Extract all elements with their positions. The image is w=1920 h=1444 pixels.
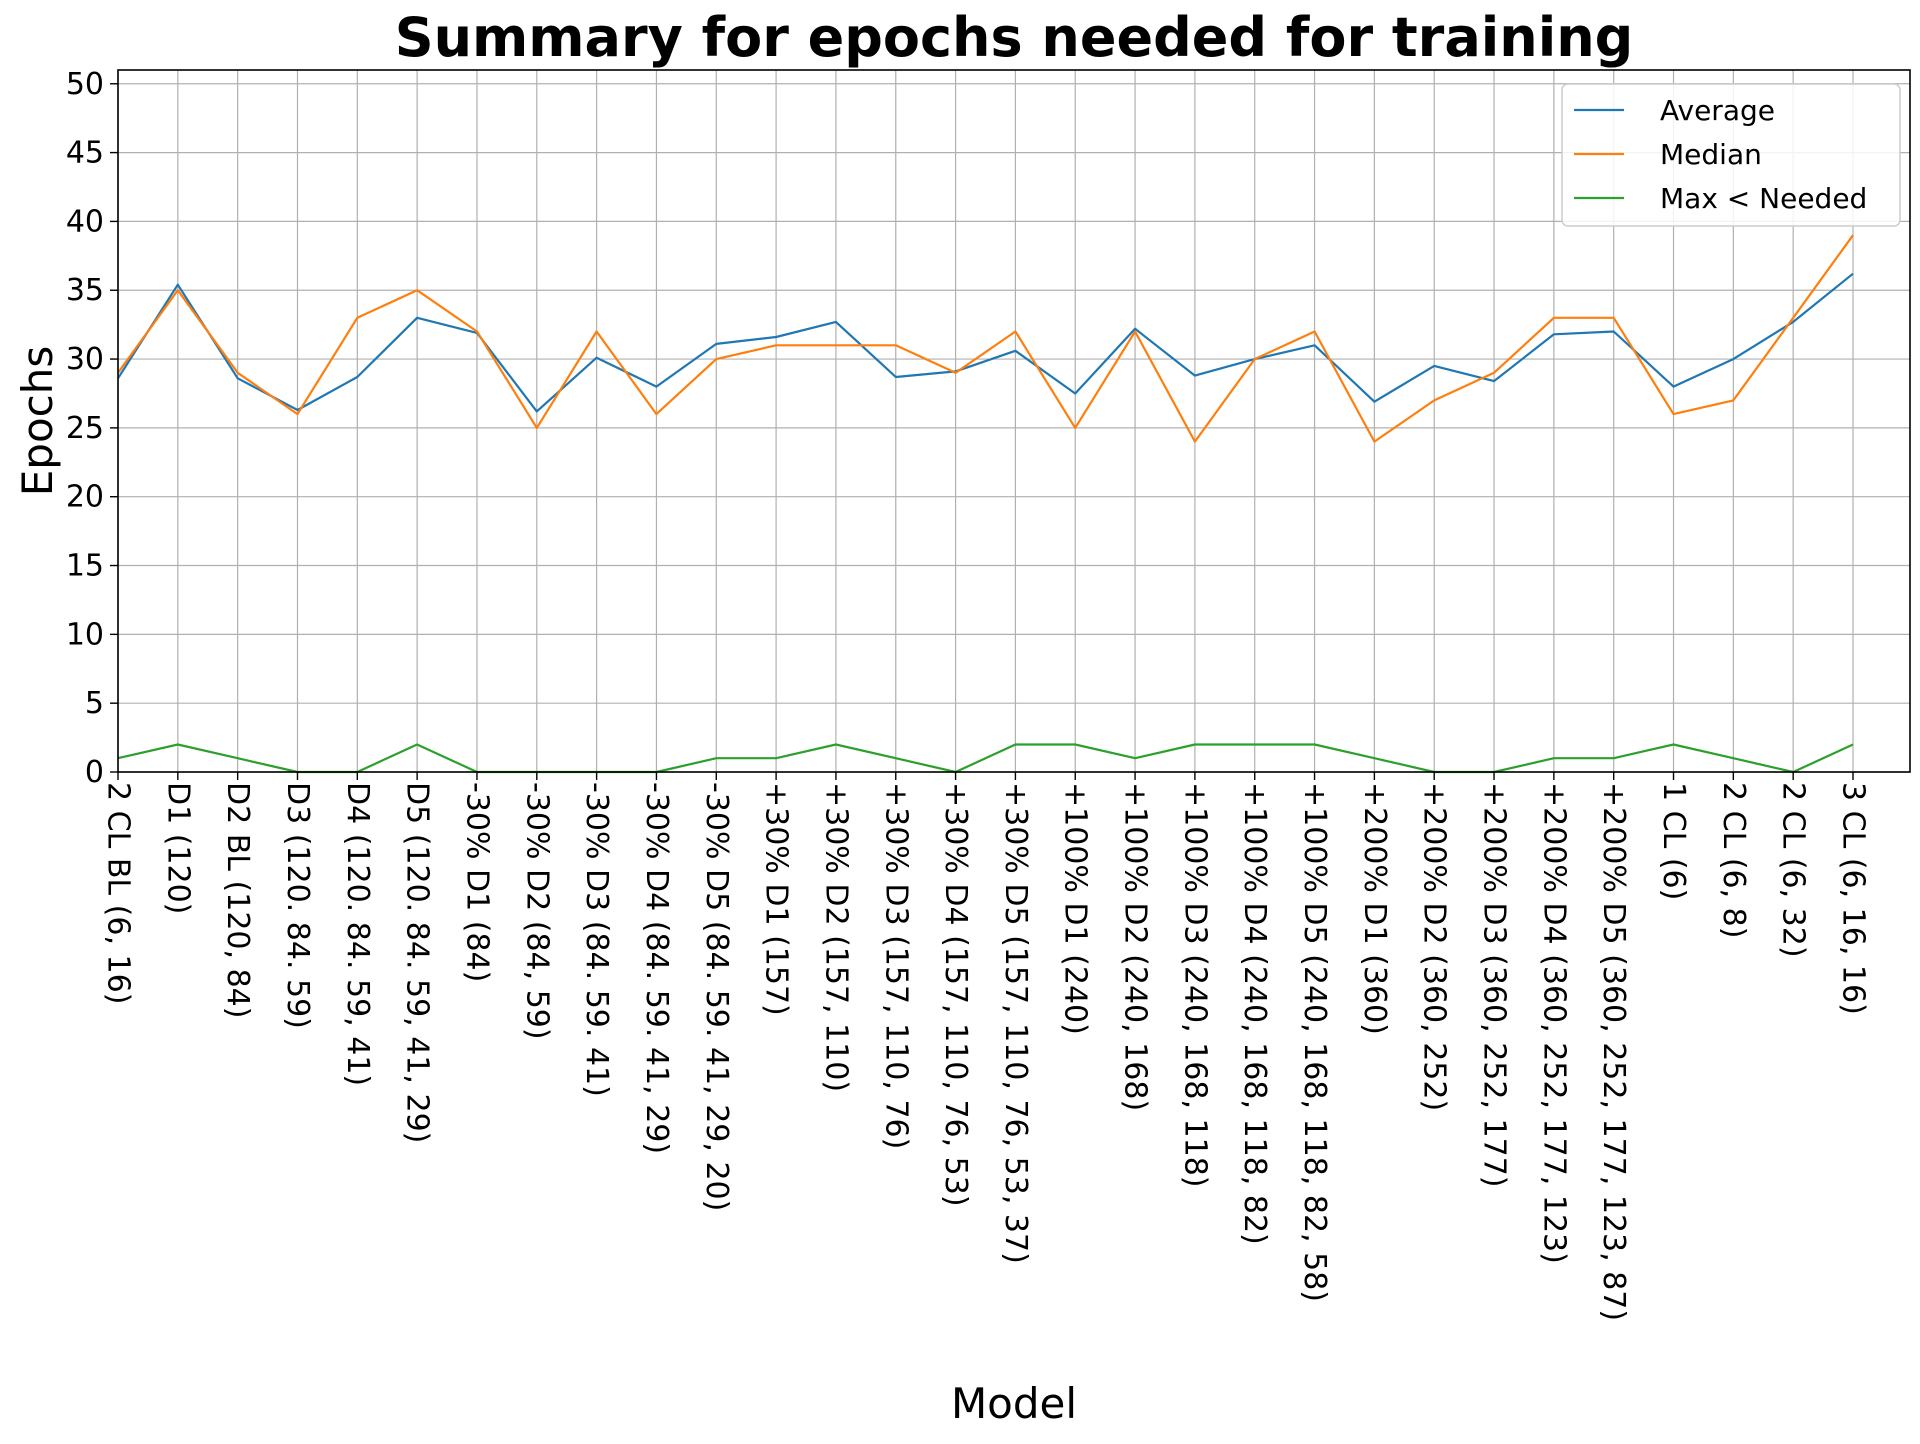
x-tick-label: 2 CL BL (6, 16)	[101, 782, 136, 1004]
x-tick-label: +100% D4 (240, 168, 118, 82)	[1237, 782, 1272, 1245]
x-tick-label: +200% D1 (360)	[1357, 782, 1392, 1035]
x-tick-label: +30% D2 (157, 110)	[818, 782, 853, 1092]
y-tick-label: 5	[85, 686, 104, 721]
x-tick-label: -30% D4 (84. 59. 41, 29)	[639, 782, 674, 1154]
y-tick-label: 0	[85, 755, 104, 790]
x-tick-label: +100% D1 (240)	[1058, 782, 1093, 1035]
y-tick-label: 15	[66, 549, 104, 584]
x-tick-label: -30% D2 (84, 59)	[519, 782, 554, 1040]
y-axis-label: Epochs	[13, 346, 62, 497]
x-tick-label: +30% D5 (157, 110, 76, 53, 37)	[998, 782, 1033, 1264]
y-tick-label: 10	[66, 617, 104, 652]
x-axis-label: Model	[951, 1379, 1077, 1428]
series-line-median	[117, 234, 1854, 443]
legend-label: Median	[1660, 138, 1762, 171]
y-tick-label: 30	[66, 342, 104, 377]
x-tick-label: +200% D3 (360, 252, 177)	[1477, 782, 1512, 1188]
y-tick-label: 25	[66, 411, 104, 446]
x-tick-label: D2 BL (120, 84)	[220, 782, 255, 1018]
series-lines	[117, 234, 1854, 774]
legend: Average Median Max < Needed	[1561, 83, 1901, 227]
plot-frame	[117, 69, 1911, 773]
x-tick-label: +30% D1 (157)	[759, 782, 794, 1016]
x-tick-label: -30% D3 (84. 59. 41)	[579, 782, 614, 1097]
chart-title: Summary for epochs needed for training	[395, 6, 1634, 69]
x-axis-ticks: 2 CL BL (6, 16) D1 (120) D2 BL (120, 84) D3…	[101, 772, 1871, 1321]
y-tick-label: 40	[66, 204, 104, 239]
series-line-max-needed	[117, 743, 1854, 774]
x-tick-label: +30% D3 (157, 110, 76)	[878, 782, 913, 1149]
x-tick-label: +30% D4 (157, 110, 76, 53)	[938, 782, 973, 1207]
x-tick-label: -30% D1 (84)	[459, 782, 494, 982]
x-tick-label: +200% D2 (360, 252)	[1417, 782, 1452, 1111]
x-tick-label: D5 (120. 84. 59, 41, 29)	[400, 782, 435, 1143]
y-axis-ticks: 0 5 10 15 20 25 30 35 40 45 50	[66, 67, 118, 790]
legend-label: Average	[1660, 94, 1775, 127]
x-tick-label: +100% D3 (240, 168, 118)	[1177, 782, 1212, 1188]
x-tick-label: 3 CL (6, 16, 16)	[1836, 782, 1871, 1015]
x-tick-label: +100% D2 (240, 168)	[1118, 782, 1153, 1111]
y-tick-label: 45	[66, 136, 104, 171]
x-tick-label: +200% D5 (360, 252, 177, 123, 87)	[1596, 782, 1631, 1321]
x-tick-label: +200% D4 (360, 252, 177, 123)	[1536, 782, 1571, 1264]
y-tick-label: 20	[66, 480, 104, 515]
legend-box	[1561, 83, 1901, 227]
x-tick-label: 2 CL (6, 8)	[1716, 782, 1751, 938]
y-tick-label: 35	[66, 273, 104, 308]
legend-label: Max < Needed	[1660, 182, 1867, 215]
y-tick-label: 50	[66, 67, 104, 102]
x-tick-label: D1 (120)	[160, 782, 195, 914]
x-tick-label: D3 (120. 84. 59)	[280, 782, 315, 1029]
x-tick-label: 2 CL (6, 32)	[1776, 782, 1811, 958]
x-tick-label: D4 (120. 84. 59, 41)	[340, 782, 375, 1086]
x-tick-label: 1 CL (6)	[1656, 782, 1691, 900]
series-line-average	[117, 272, 1854, 413]
x-tick-label: +100% D5 (240, 168, 118, 82, 58)	[1297, 782, 1332, 1302]
x-tick-label: -30% D5 (84. 59. 41, 29, 20)	[699, 782, 734, 1211]
